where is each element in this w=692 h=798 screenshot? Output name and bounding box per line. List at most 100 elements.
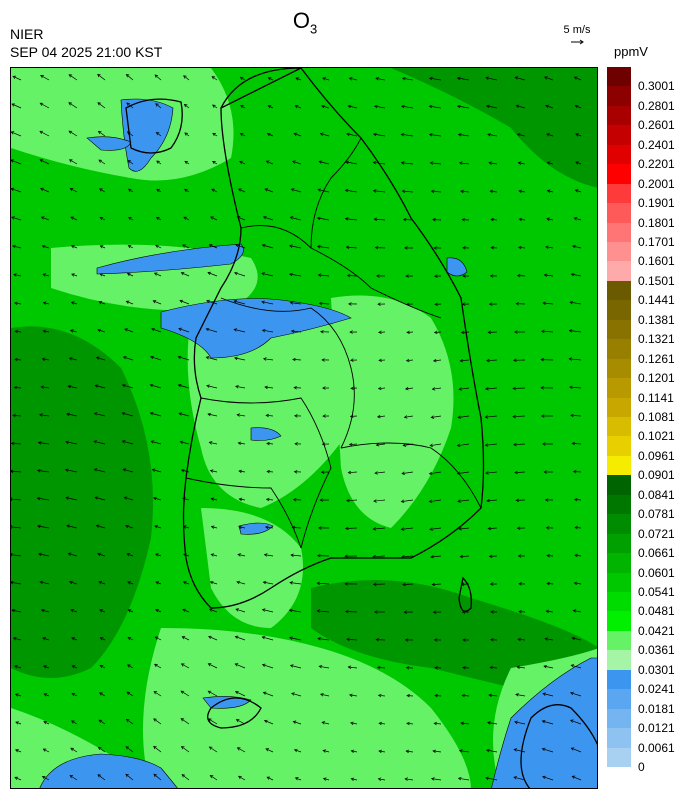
wind-arrow-head: [37, 441, 42, 445]
wind-arrow: [485, 415, 498, 418]
wind-arrow-head: [182, 525, 187, 529]
wind-arrow: [183, 581, 190, 585]
wind-vector-field: [11, 73, 582, 781]
wind-arrow: [485, 77, 498, 81]
wind-arrow-head: [290, 188, 295, 192]
wind-arrow-head: [376, 274, 380, 278]
wind-arrow-head: [373, 104, 378, 109]
wind-arrow: [96, 357, 106, 361]
wind-arrow-head: [262, 215, 267, 220]
wind-arrow: [154, 525, 162, 529]
wind-arrow-head: [262, 691, 267, 695]
wind-arrow-head: [155, 609, 159, 613]
wind-arrow-head: [178, 327, 182, 332]
wind-arrow-head: [289, 216, 294, 220]
wind-arrow: [263, 692, 274, 697]
wind-arrow: [98, 159, 106, 165]
wind-arrow: [70, 216, 78, 221]
wind-arrow-head: [321, 358, 325, 362]
wind-arrow-head: [345, 160, 349, 165]
wind-arrow-head: [11, 469, 14, 474]
wind-arrow-head: [99, 609, 103, 613]
wind-arrow-head: [156, 188, 160, 193]
wind-arrow-head: [99, 637, 104, 641]
korea-coastline: [125, 68, 597, 788]
wind-arrow-head: [458, 161, 463, 165]
wind-arrow-head: [546, 161, 551, 165]
wind-arrow-head: [126, 272, 131, 277]
wind-arrow-head: [490, 246, 494, 250]
wind-arrow-head: [574, 104, 579, 109]
wind-arrow-head: [317, 188, 321, 192]
wind-arrow-head: [70, 747, 74, 751]
wind-arrow-head: [233, 299, 238, 304]
wind-arrow: [457, 499, 470, 502]
wind-arrow: [235, 636, 246, 641]
wind-arrow-head: [462, 638, 466, 642]
wind-arrow: [238, 470, 246, 473]
wind-arrow: [95, 497, 106, 501]
wind-arrow: [42, 637, 50, 641]
wind-arrow: [289, 245, 302, 249]
wind-arrow-head: [68, 102, 72, 106]
wind-arrow-head: [404, 386, 409, 391]
wind-arrow-head: [13, 385, 18, 390]
wind-arrow: [290, 216, 302, 221]
wind-arrow-head: [401, 189, 406, 193]
color-scale-cell: [607, 689, 631, 710]
wind-arrow: [11, 554, 22, 557]
color-scale-label: 0.1081: [638, 410, 675, 424]
wind-arrow: [429, 105, 442, 109]
wind-arrow-head: [543, 470, 547, 474]
wind-arrow: [290, 302, 302, 305]
wind-arrow-head: [43, 721, 47, 725]
wind-arrow-head: [208, 441, 213, 445]
wind-arrow-head: [264, 525, 269, 530]
wind-arrow-head: [210, 553, 215, 557]
wind-arrow: [517, 275, 526, 277]
wind-arrow: [155, 553, 162, 557]
wind-arrow: [546, 610, 554, 613]
wind-arrow: [122, 384, 134, 389]
wind-arrow: [547, 162, 554, 165]
wind-arrow: [181, 663, 190, 669]
wind-arrow-head: [541, 747, 546, 752]
color-scale-cell: [607, 572, 631, 593]
wind-arrow-head: [39, 130, 44, 134]
wind-arrow-head: [344, 526, 349, 531]
color-scale-cell: [607, 125, 631, 146]
color-scale-label: 0.0421: [638, 623, 675, 638]
wind-arrow-head: [490, 610, 494, 614]
wind-arrow: [291, 692, 302, 697]
wind-arrow-head: [182, 244, 186, 248]
wind-arrow: [238, 442, 246, 445]
wind-arrow: [65, 497, 78, 501]
wind-arrow: [126, 719, 134, 725]
wind-arrow: [68, 553, 78, 557]
wind-arrow-head: [97, 130, 102, 135]
wind-arrow-head: [291, 525, 296, 530]
wind-arrow: [292, 527, 302, 529]
wind-arrow: [153, 746, 162, 753]
wind-arrow: [211, 553, 218, 557]
wind-arrow: [543, 665, 554, 669]
wind-arrow: [317, 582, 330, 585]
wind-arrow: [289, 637, 302, 641]
wind-arrow-head: [122, 356, 127, 360]
wind-arrow-head: [489, 274, 494, 278]
wind-arrow-head: [181, 774, 186, 778]
wind-arrow: [264, 554, 274, 557]
wind-arrow: [12, 415, 22, 417]
wind-arrow-head: [210, 497, 215, 501]
wind-arrow-head: [376, 414, 381, 419]
wind-arrow-head: [293, 470, 298, 474]
wind-arrow: [237, 554, 246, 557]
wind-arrow-head: [544, 637, 549, 641]
color-scale-label: 0.2801: [638, 98, 675, 113]
color-scale-label: 0.1901: [638, 196, 675, 211]
wind-arrow-head: [350, 721, 354, 725]
wind-arrow: [430, 443, 442, 447]
wind-arrow-head: [460, 582, 465, 587]
wind-arrow-head: [15, 721, 19, 725]
wind-arrow: [37, 497, 50, 501]
